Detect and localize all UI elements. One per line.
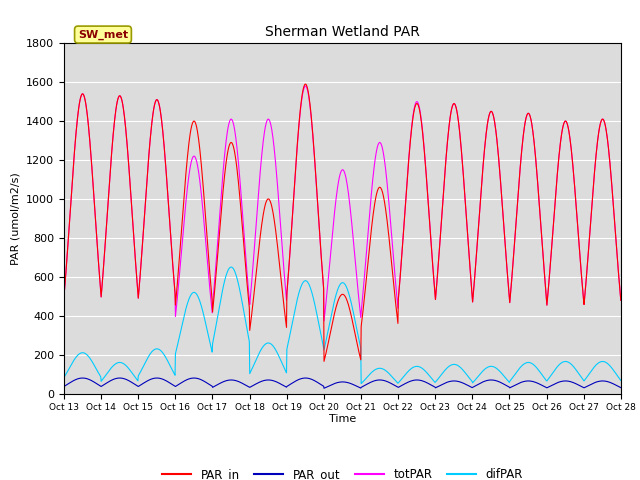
Line: PAR_in: PAR_in xyxy=(64,84,621,361)
difPAR xyxy=(246,369,254,375)
PAR_in xyxy=(60,293,68,299)
difPAR xyxy=(184,300,191,305)
difPAR xyxy=(617,378,625,384)
PAR_out xyxy=(246,384,254,390)
totPAR xyxy=(246,298,254,303)
difPAR xyxy=(60,374,68,380)
Line: PAR_out: PAR_out xyxy=(64,378,621,388)
PAR_in xyxy=(552,195,559,201)
Text: SW_met: SW_met xyxy=(78,29,128,40)
difPAR xyxy=(170,371,178,377)
PAR_out xyxy=(552,381,559,386)
difPAR xyxy=(357,381,365,386)
Title: Sherman Wetland PAR: Sherman Wetland PAR xyxy=(265,25,420,39)
X-axis label: Time: Time xyxy=(329,414,356,424)
PAR_in xyxy=(170,281,178,287)
difPAR xyxy=(552,366,559,372)
PAR_out xyxy=(60,384,68,389)
Legend: PAR_in, PAR_out, totPAR, difPAR: PAR_in, PAR_out, totPAR, difPAR xyxy=(157,463,528,480)
PAR_out xyxy=(184,376,192,382)
PAR_out xyxy=(502,383,510,388)
Line: difPAR: difPAR xyxy=(64,267,621,384)
totPAR xyxy=(301,83,309,89)
totPAR xyxy=(184,181,191,187)
PAR_in xyxy=(617,298,625,303)
difPAR xyxy=(429,378,437,384)
PAR_in xyxy=(184,150,191,156)
PAR_in xyxy=(320,359,328,364)
Line: totPAR: totPAR xyxy=(64,86,621,321)
difPAR xyxy=(227,264,235,270)
PAR_out xyxy=(79,375,86,381)
PAR_out xyxy=(429,384,437,389)
totPAR xyxy=(320,318,328,324)
Y-axis label: PAR (umol/m2/s): PAR (umol/m2/s) xyxy=(11,172,20,265)
PAR_out xyxy=(171,383,179,389)
totPAR xyxy=(502,256,510,262)
PAR_in xyxy=(246,324,254,330)
PAR_out xyxy=(617,385,625,391)
totPAR xyxy=(60,293,68,299)
totPAR xyxy=(429,272,437,278)
totPAR xyxy=(552,195,559,201)
totPAR xyxy=(617,298,625,303)
totPAR xyxy=(170,281,178,287)
difPAR xyxy=(502,376,510,382)
PAR_in xyxy=(429,273,437,279)
PAR_in xyxy=(502,256,510,262)
PAR_out xyxy=(320,385,328,391)
PAR_in xyxy=(301,81,309,87)
